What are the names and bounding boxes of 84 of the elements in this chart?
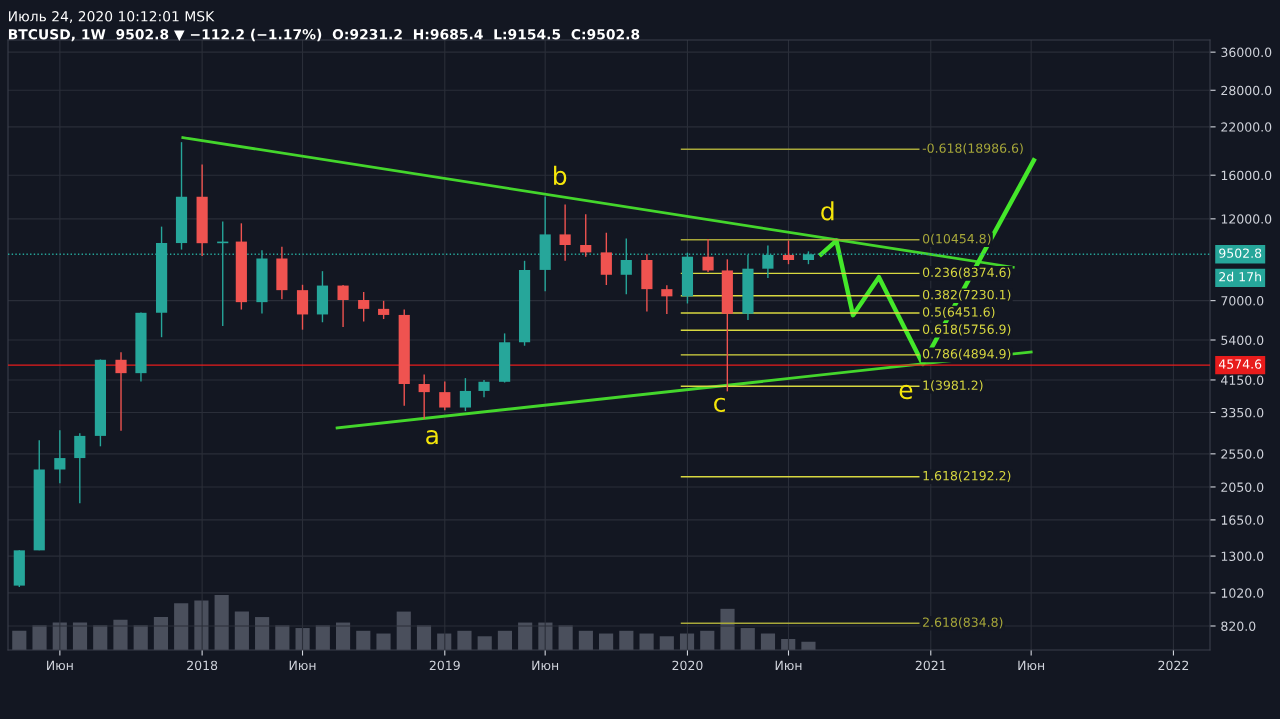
bar xyxy=(497,630,513,650)
y-tick-label: 3350.0 xyxy=(1221,407,1264,418)
y-tick-label: 2050.0 xyxy=(1221,482,1264,492)
ref-line-label: 9502.8 xyxy=(1219,248,1262,258)
text: 2d 17h xyxy=(1219,271,1261,282)
bar xyxy=(234,611,249,650)
bar xyxy=(801,641,816,650)
bar xyxy=(153,617,169,650)
bar xyxy=(396,611,411,650)
x-tick-label: Июн xyxy=(47,660,73,671)
bar xyxy=(599,633,614,650)
series-label: 0.382(7230.1) xyxy=(922,289,1011,301)
series-label: 1.618(2192.2) xyxy=(923,470,1011,482)
candlestick xyxy=(74,432,86,505)
chart-subtitle: BTCUSD, 1W 9502.8 ▼ −112.2 (−1.17%) O:9231.2 H:9685.4 L:9154.5 C:9502.8 xyxy=(8,28,640,42)
annotation: b xyxy=(554,165,567,186)
bar xyxy=(659,636,674,650)
annotation: e xyxy=(899,384,913,400)
x-tick-label: 2020 xyxy=(672,660,703,671)
candlestick xyxy=(661,284,673,315)
series-label: 0.786(4894.9) xyxy=(922,348,1011,360)
y-tick-label: 4150.0 xyxy=(1221,375,1264,385)
x-tick-label: Июн xyxy=(775,660,802,671)
candlestick xyxy=(559,203,571,262)
y-tick-label: 5400.0 xyxy=(1221,335,1264,345)
bar xyxy=(578,630,593,650)
candlestick xyxy=(580,213,592,258)
y-tick-label: 1020.0 xyxy=(1221,588,1264,598)
bar xyxy=(740,628,755,650)
y-tick-label: 28000.0 xyxy=(1221,85,1272,96)
ref-line-label: 4574.6 xyxy=(1218,359,1262,369)
annotation: a xyxy=(426,430,438,445)
x-tick-label: 2018 xyxy=(187,660,218,671)
series-label: 0.236(8374.6) xyxy=(922,267,1011,279)
x-tick-label: Июн xyxy=(289,660,316,671)
candlestick xyxy=(358,291,370,323)
annotation: c xyxy=(714,397,725,413)
y-tick-label: 1300.0 xyxy=(1221,551,1264,561)
series-label: 0.5(6451.6) xyxy=(922,306,995,319)
y-tick-label: 2550.0 xyxy=(1221,449,1264,459)
y-tick-label: 7000.0 xyxy=(1221,296,1264,306)
bar xyxy=(619,630,634,650)
bar xyxy=(376,633,391,650)
candlestick xyxy=(337,284,349,328)
bar xyxy=(32,625,47,650)
x-tick-label: Июн xyxy=(1018,660,1045,671)
series-label: 2.618(834.8) xyxy=(923,617,1003,629)
bar xyxy=(457,630,472,650)
bar xyxy=(760,633,776,650)
candlestick xyxy=(418,373,430,420)
candlestick xyxy=(600,232,612,286)
annotation: d xyxy=(821,201,834,221)
bar xyxy=(700,630,715,650)
x-tick-label: 2022 xyxy=(1158,660,1189,671)
y-tick-label: 1650.0 xyxy=(1221,515,1264,525)
candlestick xyxy=(378,300,390,320)
chart-title: Июль 24, 2020 10:12:01 MSK xyxy=(9,11,215,23)
bar xyxy=(477,636,492,650)
y-tick-label: 16000.0 xyxy=(1221,170,1272,181)
series-label: -0.618(18986.6) xyxy=(922,143,1023,155)
y-tick-label: 12000.0 xyxy=(1221,214,1272,224)
y-tick-label: 22000.0 xyxy=(1221,122,1272,132)
x-tick-label: Июн xyxy=(532,660,559,671)
bar xyxy=(639,633,654,650)
candlestick xyxy=(459,377,471,412)
bar xyxy=(214,595,229,650)
candlestick xyxy=(782,239,795,265)
bar xyxy=(356,630,371,650)
bar xyxy=(720,608,735,650)
x-tick-label: 2019 xyxy=(429,660,460,671)
series-label: 0.618(5756.9) xyxy=(922,324,1011,336)
series-label: 0(10454.8) xyxy=(922,233,991,245)
x-tick-label: 2021 xyxy=(915,660,946,671)
bar xyxy=(12,630,27,650)
bar xyxy=(174,603,189,650)
bar xyxy=(113,619,128,650)
series-label: 1(3981.2) xyxy=(923,380,983,392)
candlestick xyxy=(439,380,451,411)
candlestick xyxy=(54,429,66,484)
candlestick xyxy=(702,238,714,273)
bar xyxy=(255,617,270,650)
y-tick-label: 36000.0 xyxy=(1221,47,1272,58)
y-tick-label: 820.0 xyxy=(1221,621,1256,631)
candlestick xyxy=(115,351,127,432)
